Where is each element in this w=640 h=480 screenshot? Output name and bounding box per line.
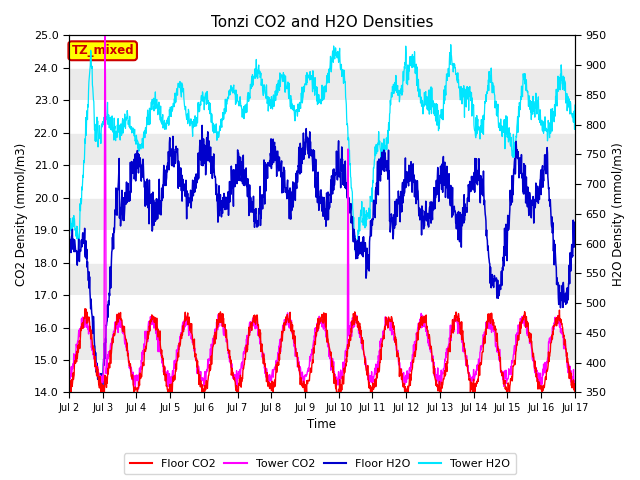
X-axis label: Time: Time xyxy=(307,419,337,432)
Bar xyxy=(69,263,575,295)
Title: Tonzi CO2 and H2O Densities: Tonzi CO2 and H2O Densities xyxy=(211,15,433,30)
Bar xyxy=(69,230,575,263)
Bar xyxy=(69,133,575,165)
Y-axis label: H2O Density (mmol/m3): H2O Density (mmol/m3) xyxy=(612,142,625,286)
Y-axis label: CO2 Density (mmol/m3): CO2 Density (mmol/m3) xyxy=(15,142,28,286)
Bar xyxy=(69,360,575,393)
Legend: Floor CO2, Tower CO2, Floor H2O, Tower H2O: Floor CO2, Tower CO2, Floor H2O, Tower H… xyxy=(124,453,516,474)
Bar xyxy=(69,165,575,198)
Bar xyxy=(69,68,575,100)
Bar xyxy=(69,198,575,230)
Bar xyxy=(69,295,575,327)
Bar xyxy=(69,36,575,68)
Bar xyxy=(69,100,575,133)
Bar xyxy=(69,327,575,360)
Text: TZ_mixed: TZ_mixed xyxy=(72,44,134,57)
